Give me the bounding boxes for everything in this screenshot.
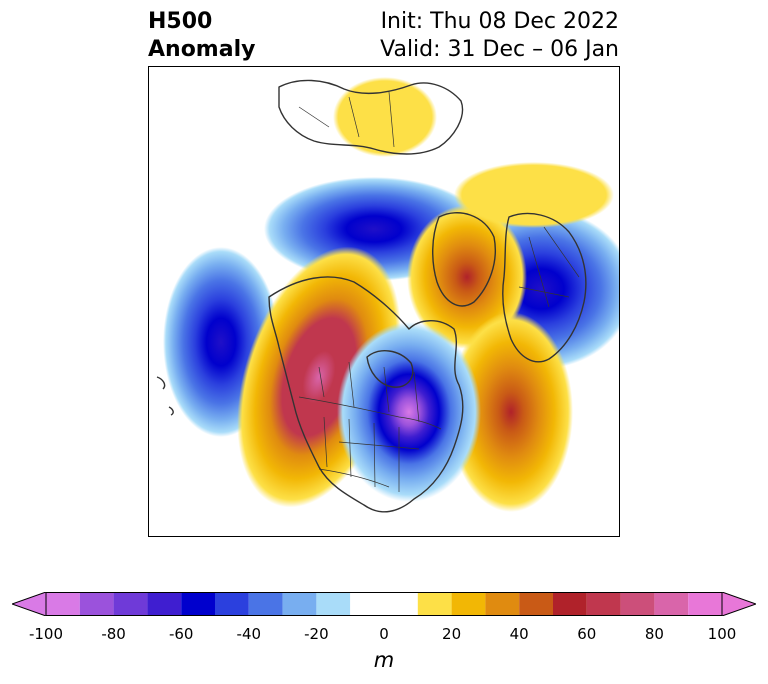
asia-coast (278, 79, 464, 155)
greenland-ridge-contours (407, 205, 527, 349)
init-time: Init: Thu 08 Dec 2022 (380, 9, 619, 34)
colorbar-segment (181, 592, 215, 616)
colorbar-under-extension (12, 592, 47, 616)
colorbar-tick-label: 20 (442, 625, 462, 643)
colorbar-segment (451, 592, 486, 616)
state-borders (323, 416, 420, 492)
colorbar-segment (586, 592, 621, 616)
anomaly-fill (163, 77, 619, 512)
hudson-bay-coast (366, 350, 414, 388)
colorbar-unit-label: m (373, 648, 395, 672)
us-mexico-border (318, 468, 390, 488)
colorbar-segment (282, 592, 317, 616)
colorbar-segment (620, 592, 655, 616)
colorbar-segment (79, 592, 114, 616)
colorbar-segment (46, 592, 80, 616)
province-borders (318, 361, 420, 423)
map-panel (148, 66, 620, 537)
colorbar-tick-label: -40 (236, 625, 262, 643)
colorbar-tick-label: -60 (168, 625, 194, 643)
colorbar-outline (45, 592, 723, 616)
valid-period: Valid: 31 Dec – 06 Jan (380, 37, 619, 62)
eurasia-borders (298, 91, 580, 308)
colorbar-tick-label: 60 (577, 625, 597, 643)
coastlines (156, 79, 587, 513)
arctic-high-contours (454, 162, 614, 228)
colorbar-segment (485, 592, 520, 616)
greenland-coast (432, 212, 496, 307)
colorbar-over-extension (721, 592, 756, 616)
colorbar-tick-label: 100 (707, 625, 737, 643)
chart-title-left: H500 Anomaly (148, 8, 255, 64)
north-america-coast (268, 276, 464, 513)
colorbar-tick-label: 0 (379, 625, 389, 643)
political-borders (298, 91, 580, 492)
colorbar-segment (248, 592, 283, 616)
colorbar-segment (147, 592, 182, 616)
title-variable: H500 (148, 9, 213, 34)
europe-coast (502, 212, 587, 363)
colorbar-segment (113, 592, 148, 616)
pacific-islands (156, 376, 174, 416)
chart-title-right: Init: Thu 08 Dec 2022 Valid: 31 Dec – 06… (380, 8, 619, 64)
anomaly-map (156, 77, 619, 513)
colorbar-segment (654, 592, 689, 616)
colorbar-segment (417, 592, 452, 616)
us-canada-border (298, 396, 442, 430)
colorbar-segment (350, 592, 418, 616)
colorbar-tick-label: 80 (644, 625, 664, 643)
colorbar-tick-label: -20 (304, 625, 329, 643)
colorbar-tick-label: -80 (101, 625, 126, 643)
colorbar-segments (46, 592, 722, 616)
colorbar (12, 592, 756, 616)
colorbar-segment (688, 592, 722, 616)
colorbar-segment (553, 592, 587, 616)
colorbar-segment (215, 592, 249, 616)
colorbar-segment (316, 592, 351, 616)
colorbar-tick-label: 40 (509, 625, 529, 643)
title-field: Anomaly (148, 37, 256, 62)
colorbar-tick-label: -100 (28, 625, 64, 643)
hudson-bay-great-lakes-trough-contours (337, 322, 481, 502)
colorbar-segment (519, 592, 553, 616)
